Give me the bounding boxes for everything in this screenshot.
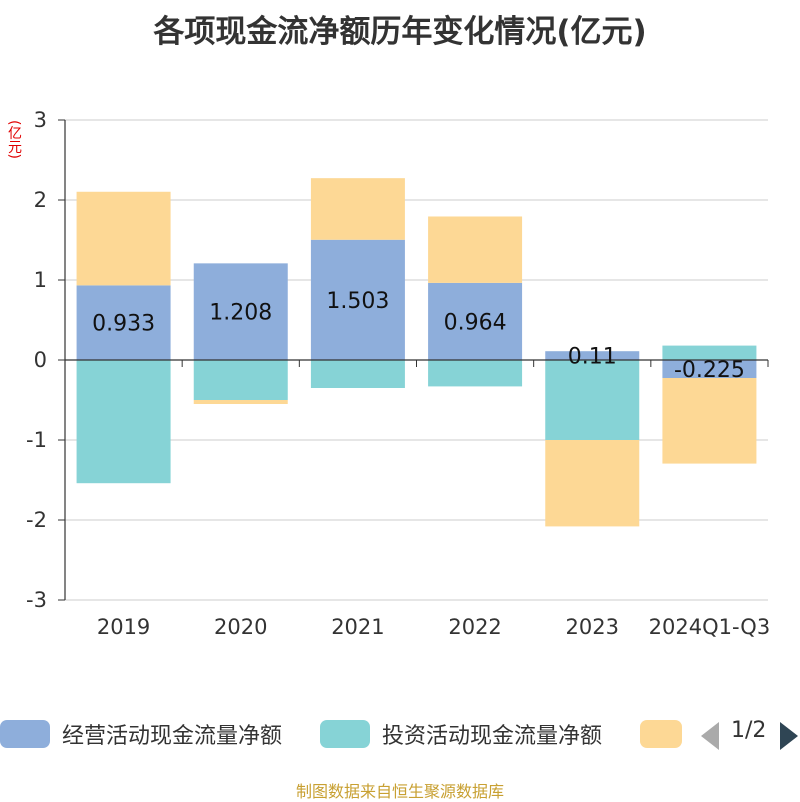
legend-next-page-icon[interactable]	[780, 722, 798, 750]
legend-swatch-operating	[0, 720, 50, 748]
bar-data-label: -0.225	[674, 358, 745, 383]
data-source-footer: 制图数据来自恒生聚源数据库	[295, 782, 504, 801]
legend-item-financing[interactable]	[640, 716, 694, 752]
legend: 经营活动现金流量净额 投资活动现金流量净额 1/2	[0, 716, 800, 756]
y-tick-label: -2	[26, 508, 47, 532]
bar-series-2	[545, 440, 640, 527]
y-axis-unit: (亿元)	[6, 120, 22, 159]
bar-series-1	[76, 360, 171, 484]
bar-data-label: 0.964	[444, 310, 507, 335]
bar-series-0	[428, 282, 523, 360]
legend-prev-page-icon[interactable]	[701, 722, 719, 750]
bar-series-1	[193, 360, 288, 400]
x-category-label: 2020	[214, 615, 267, 639]
bar-series-0	[662, 360, 757, 378]
bar-series-2	[76, 191, 171, 286]
bar-series-2	[310, 178, 405, 240]
legend-label-investing: 投资活动现金流量净额	[382, 724, 603, 749]
bar-series-1	[662, 345, 757, 360]
chart-plot: 3 2 1 0 -1 -2 -3 2019 2020 2021 2022 2023 2024Q1-Q3 0…	[26, 108, 771, 639]
x-category-label: 2024Q1-Q3	[649, 615, 771, 639]
y-tick-label: 1	[34, 268, 47, 292]
y-tick-label: 2	[34, 188, 47, 212]
bar-series-2	[193, 400, 288, 404]
legend-label-operating: 经营活动现金流量净额	[62, 724, 283, 749]
bar-data-label: 0.933	[92, 312, 155, 337]
y-tick-label: 3	[34, 108, 47, 132]
bar-series-2	[428, 216, 523, 283]
bar-series-0	[76, 285, 171, 360]
x-category-label: 2019	[97, 615, 150, 639]
bar-series-0	[193, 263, 288, 360]
y-tick-label: -1	[26, 428, 47, 452]
y-tick-label: 0	[34, 348, 47, 372]
bar-series-0	[310, 239, 405, 360]
legend-item-operating[interactable]: 经营活动现金流量净额	[0, 716, 282, 752]
bar-data-label: 1.208	[209, 301, 272, 326]
bar-data-label: 1.503	[326, 289, 389, 314]
bar-series-1	[310, 360, 405, 388]
chart-title: 各项现金流净额历年变化情况(亿元)	[153, 14, 647, 50]
legend-swatch-financing	[640, 720, 682, 748]
y-tick-label: -3	[26, 588, 47, 612]
legend-page-indicator: 1/2	[731, 718, 767, 743]
bar-series-2	[662, 378, 757, 464]
x-category-label: 2023	[566, 615, 619, 639]
bar-series-1	[428, 360, 523, 387]
x-category-label: 2022	[448, 615, 501, 639]
bar-series-0	[545, 351, 640, 360]
legend-item-investing[interactable]: 投资活动现金流量净额	[320, 716, 602, 752]
bar-series-1	[545, 360, 640, 440]
x-category-label: 2021	[331, 615, 384, 639]
legend-swatch-investing	[320, 720, 370, 748]
bar-data-label: 0.11	[568, 345, 617, 370]
